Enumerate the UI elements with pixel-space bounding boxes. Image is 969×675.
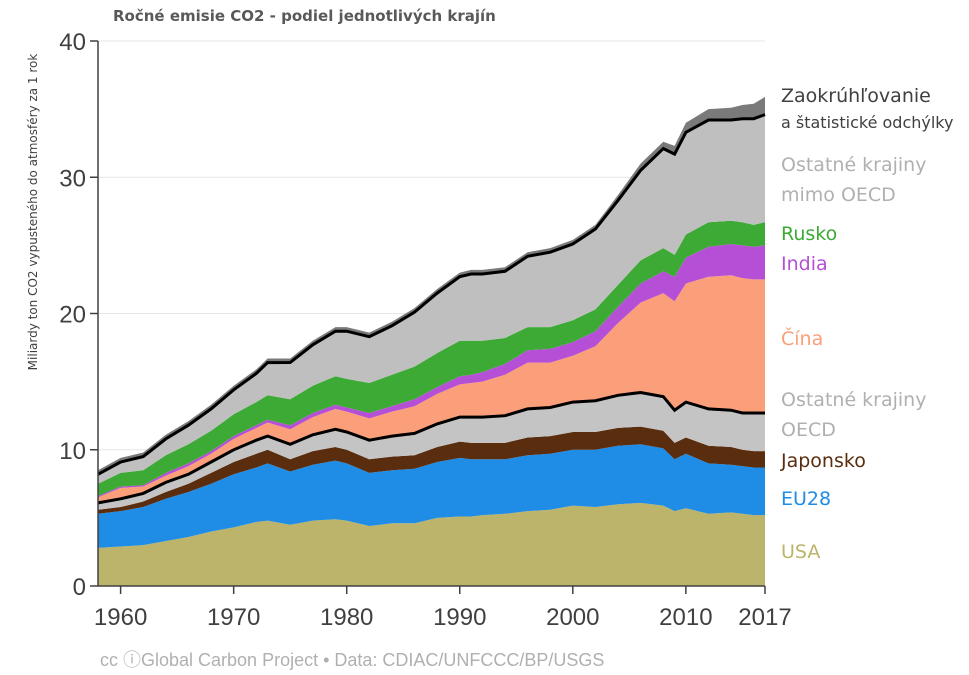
legend-label: OECD	[781, 419, 836, 441]
legend-label: Rusko	[781, 223, 837, 245]
boundary-total-line	[97, 113, 766, 476]
boundary-oecd-line	[97, 390, 765, 505]
legend-label: EU28	[781, 488, 831, 510]
area-japonsko	[98, 426, 765, 514]
y-axis-ticks: 0 10 20 30 40	[59, 29, 98, 601]
area-eu28	[98, 444, 765, 548]
footer: cc ⓘ Global Carbon Project • Data: CDIAC…	[100, 650, 604, 670]
x-tick-label: 1990	[433, 604, 486, 631]
x-tick-label: 1970	[207, 604, 260, 631]
area-rusko	[98, 220, 765, 497]
area-india	[98, 244, 765, 498]
x-tick-label: 1980	[320, 604, 373, 631]
y-axis-label: Miliardy ton CO2 vypusteného do atmosfér…	[26, 54, 40, 371]
y-tick-label: 30	[59, 165, 86, 192]
y-tick-label: 0	[73, 574, 86, 601]
y-tick-label: 40	[59, 29, 86, 56]
legend-label: Ostatné krajiny	[781, 154, 926, 176]
x-axis-ticks: 1960 1970 1980 1990 2000 2010 2017	[94, 586, 792, 631]
area-zaokruhlovanie-a-statisticke-odchylky	[98, 96, 765, 475]
area-cina	[98, 275, 765, 503]
cc-license-icon: cc ⓘ	[100, 650, 141, 670]
series-boundary-lines	[97, 113, 766, 505]
footer-source: Global Carbon Project • Data: CDIAC/UNFC…	[141, 650, 604, 670]
x-tick-label: 2010	[659, 604, 712, 631]
legend-label: mimo OECD	[781, 184, 896, 206]
legend-sublabel: a štatistické odchýlky	[781, 113, 953, 132]
legend-label: Zaokrúhľovanie	[781, 85, 931, 107]
legend-label: Japonsko	[780, 450, 866, 472]
y-tick-label: 10	[59, 438, 86, 465]
legend-label: Čína	[781, 326, 823, 350]
x-tick-label: 1960	[94, 604, 147, 631]
chart-title: Ročné emisie CO2 - podiel jednotlivých k…	[113, 7, 496, 25]
legend-label: USA	[781, 541, 820, 563]
x-tick-label: 2017	[738, 604, 791, 631]
legend: Zaokrúhľovanie a štatistické odchýlky Osta…	[780, 85, 953, 563]
stacked-areas	[98, 96, 765, 586]
legend-label: Ostatné krajiny	[781, 389, 926, 411]
area-usa	[98, 502, 765, 586]
area-ostatne-krajiny-oecd	[98, 392, 765, 510]
x-tick-label: 2000	[546, 604, 599, 631]
legend-label: India	[781, 253, 828, 275]
y-tick-label: 20	[59, 302, 86, 329]
